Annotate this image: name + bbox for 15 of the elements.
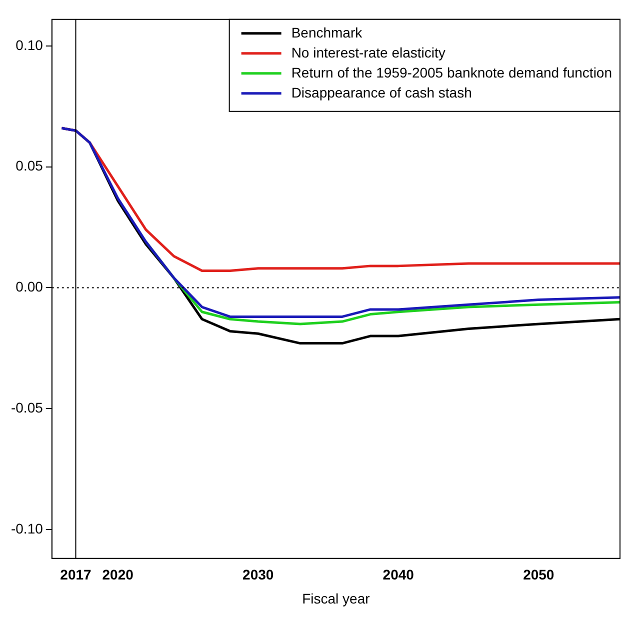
y-tick-label: 0.10 xyxy=(16,36,44,53)
x-tick-label: 2017 xyxy=(60,566,92,583)
legend-label: Return of the 1959-2005 banknote demand function xyxy=(291,64,612,80)
x-tick-label: 2050 xyxy=(523,566,554,583)
y-tick-label: 0.00 xyxy=(16,278,44,295)
y-tick-label: -0.05 xyxy=(10,399,44,416)
legend-label: No interest-rate elasticity xyxy=(291,44,446,60)
y-tick-label: -0.10 xyxy=(10,520,44,536)
legend-label: Disappearance of cash stash xyxy=(291,84,472,100)
legend-label: Benchmark xyxy=(291,24,364,40)
x-tick-label: 2030 xyxy=(242,566,274,583)
x-tick-label: 2020 xyxy=(102,566,134,583)
x-axis-title: Fiscal year xyxy=(302,590,370,606)
y-tick-label: 0.05 xyxy=(16,158,44,174)
x-tick-label: 2040 xyxy=(382,566,414,583)
